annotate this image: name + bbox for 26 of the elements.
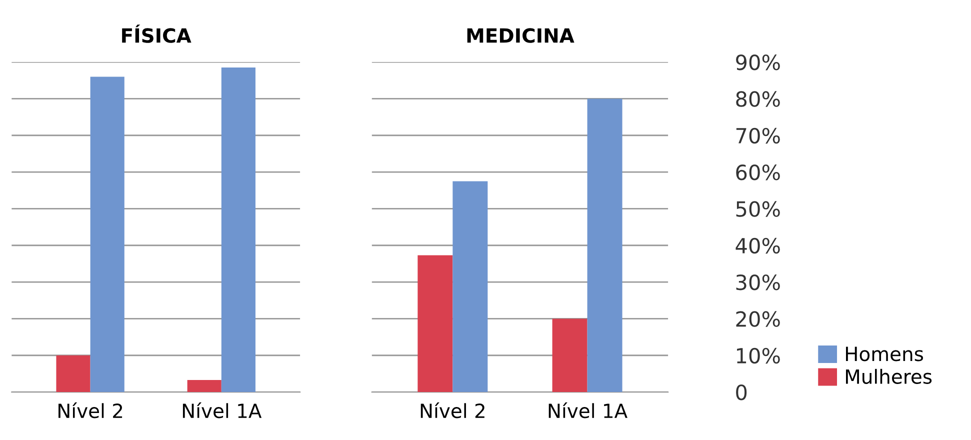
bar <box>221 68 256 392</box>
y-tick-label: 50% <box>736 201 780 217</box>
legend-label: Homens <box>846 346 924 362</box>
legend-label: Mulheres <box>846 368 932 384</box>
bar <box>90 76 124 392</box>
y-tick-label: 60% <box>736 164 780 180</box>
chart-title: MEDICINA <box>467 28 574 43</box>
x-tick-label: Nível 2 <box>58 402 122 418</box>
y-tick-label: 10% <box>737 348 780 364</box>
bar <box>587 98 622 392</box>
bar <box>418 255 453 392</box>
y-tick-label: 30% <box>736 274 780 290</box>
bar <box>56 355 90 392</box>
x-tick-label: Nível 1A <box>548 402 628 418</box>
y-tick-label: 80% <box>736 91 780 107</box>
x-tick-label: Nível 1A <box>182 402 262 418</box>
y-tick-label: 0 <box>736 384 747 400</box>
x-tick-label: Nível 2 <box>420 402 484 418</box>
bar <box>552 318 588 392</box>
bar <box>187 380 222 392</box>
y-tick-label: 70% <box>736 128 780 144</box>
bar <box>452 181 488 392</box>
y-tick-label: 20% <box>736 311 780 327</box>
chart-title: FÍSICA <box>122 24 192 43</box>
y-tick-label: 40% <box>736 238 780 254</box>
y-tick-label: 90% <box>736 54 780 70</box>
